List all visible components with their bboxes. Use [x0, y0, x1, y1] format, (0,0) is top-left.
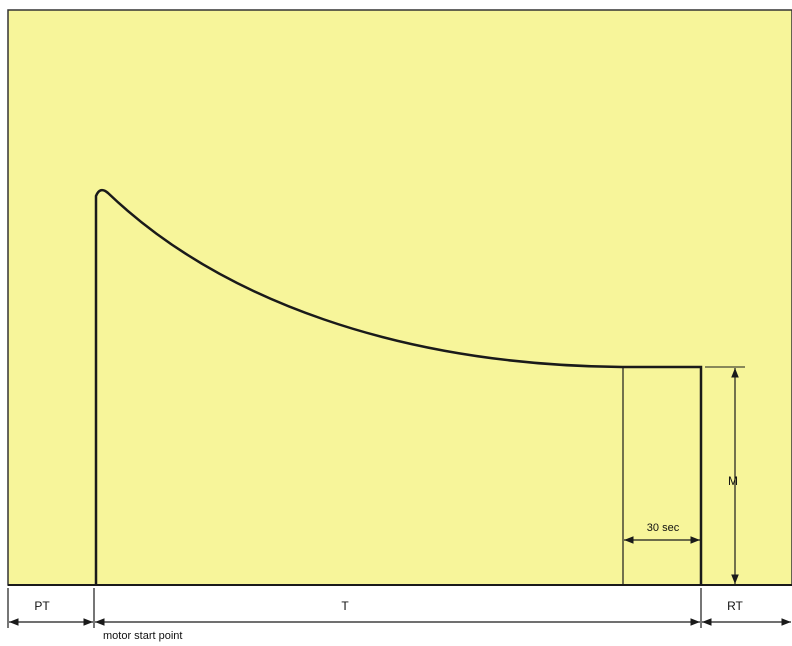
panel: [7, 9, 792, 586]
rt-label: RT: [727, 599, 743, 613]
t-label: T: [341, 599, 349, 613]
pt-label: PT: [34, 599, 50, 613]
current-curve: [94, 188, 703, 585]
start-label: motor start point: [103, 630, 182, 642]
m-label: M: [728, 474, 738, 488]
duration-label: 30 sec: [647, 522, 680, 534]
